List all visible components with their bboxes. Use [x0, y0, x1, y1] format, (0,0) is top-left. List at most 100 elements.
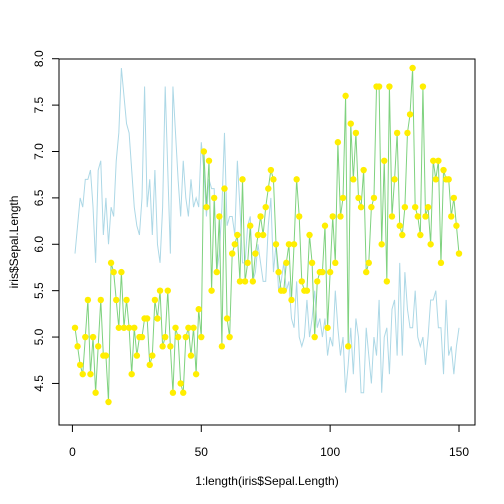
data-point [102, 352, 110, 359]
data-point [437, 259, 445, 267]
data-point [226, 333, 233, 341]
data-point [455, 250, 463, 257]
data-point [280, 287, 287, 294]
data-point [151, 296, 159, 304]
data-point [401, 203, 409, 211]
data-point [363, 268, 370, 276]
data-point [288, 296, 295, 304]
data-point [169, 389, 177, 396]
data-point [182, 333, 190, 341]
data-point [399, 231, 406, 239]
data-point [393, 129, 401, 137]
data-point [332, 259, 339, 267]
data-point [218, 343, 226, 350]
data-point [87, 370, 94, 378]
data-point [257, 213, 264, 220]
data-point [352, 129, 360, 137]
data-point [319, 268, 326, 276]
data-point [262, 203, 269, 211]
data-point [445, 176, 452, 183]
data-point [203, 203, 210, 211]
data-point [192, 370, 200, 378]
data-point [381, 157, 388, 164]
data-point [409, 64, 416, 72]
data-point [97, 296, 104, 304]
data-point [164, 287, 171, 294]
data-point [375, 83, 383, 90]
data-point [146, 361, 153, 369]
data-point [118, 268, 125, 276]
data-point [74, 343, 81, 350]
data-point [419, 83, 427, 90]
data-point [223, 315, 231, 322]
series-line-1 [74, 67, 460, 394]
y-axis: 4.5 5.0 5.5 6.0 6.5 7.0 7.5 8.0 [32, 50, 60, 392]
data-point [290, 241, 298, 248]
data-point [107, 259, 115, 267]
data-point [259, 231, 267, 239]
data-point [424, 203, 432, 211]
data-point [110, 268, 117, 276]
data-point [234, 231, 241, 239]
data-point [326, 268, 334, 276]
data-point [131, 324, 138, 331]
data-point [448, 213, 455, 220]
data-point [174, 333, 182, 341]
data-point [404, 129, 411, 137]
data-point [79, 370, 86, 378]
data-point [159, 343, 166, 350]
data-point [391, 176, 398, 183]
data-point [406, 111, 414, 118]
data-point [167, 343, 174, 350]
data-point [270, 176, 277, 183]
data-point [396, 222, 403, 229]
data-point [154, 315, 161, 322]
x-tick-label: 0 [69, 445, 76, 459]
data-point [411, 203, 419, 211]
y-tick-label: 6.0 [32, 236, 46, 253]
data-point [368, 203, 375, 211]
data-point [432, 176, 440, 183]
data-point [285, 241, 293, 248]
data-point [283, 259, 290, 267]
data-point [229, 250, 236, 257]
data-point [298, 278, 305, 285]
data-point [450, 194, 458, 202]
data-point [414, 213, 421, 220]
data-point [321, 222, 329, 229]
x-tick-label: 150 [449, 445, 469, 459]
data-point [213, 268, 220, 276]
data-point [71, 324, 79, 331]
data-point [427, 241, 434, 248]
data-point [92, 389, 99, 396]
y-tick-label: 6.5 [32, 189, 46, 206]
data-point [293, 176, 300, 183]
data-point [172, 324, 179, 331]
data-point [339, 194, 347, 202]
y-tick-label: 7.5 [32, 96, 46, 113]
data-point [177, 380, 184, 387]
data-point [143, 315, 151, 322]
data-point [205, 157, 213, 164]
data-point [244, 259, 251, 267]
data-point [156, 287, 164, 294]
data-point [82, 333, 89, 341]
data-point [89, 333, 97, 341]
data-point [378, 241, 385, 248]
data-point [357, 203, 365, 211]
data-point [430, 157, 437, 164]
data-point [296, 213, 303, 220]
data-point [355, 194, 362, 202]
data-point [314, 278, 321, 285]
data-point [440, 166, 447, 174]
data-point [94, 343, 102, 350]
data-point [453, 222, 460, 229]
data-point [128, 370, 135, 378]
data-point [422, 213, 429, 220]
data-point [76, 361, 84, 369]
data-point [200, 148, 208, 155]
y-tick-label: 8.0 [32, 50, 46, 67]
data-point [272, 241, 280, 248]
data-point [265, 185, 272, 192]
data-point [236, 278, 244, 285]
